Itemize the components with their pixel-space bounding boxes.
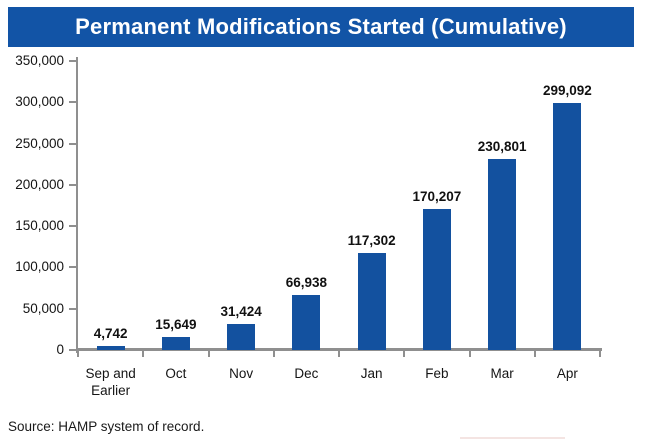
y-axis-label: 250,000: [15, 135, 64, 151]
x-tick: [272, 349, 275, 357]
y-tick: [69, 60, 78, 62]
x-tick: [207, 349, 210, 357]
y-axis-label: 200,000: [15, 176, 64, 192]
bar-jan: [357, 253, 386, 350]
bar-value-label: 170,207: [412, 189, 462, 204]
y-tick: [69, 349, 78, 351]
bar-mar: [488, 159, 517, 350]
y-tick: [69, 225, 78, 228]
x-tick: [142, 349, 145, 357]
bar-sep-and-earlier: [96, 346, 125, 350]
chart-title-banner: Permanent Modifications Started (Cumulat…: [8, 7, 634, 47]
bar-oct: [161, 337, 190, 350]
y-tick: [69, 183, 78, 186]
category-label: Dec: [294, 366, 319, 381]
category-label: Mar: [490, 366, 514, 381]
source-note: Source: HAMP system of record.: [8, 419, 205, 434]
x-tick: [77, 349, 79, 357]
y-tick: [69, 266, 78, 269]
x-tick: [468, 349, 471, 357]
bar-nov: [227, 324, 256, 350]
bar-value-label: 299,092: [542, 83, 592, 98]
x-tick: [599, 349, 601, 357]
x-tick: [533, 349, 536, 357]
y-axis-label: 350,000: [15, 53, 64, 68]
y-axis-label: 0: [56, 342, 64, 357]
x-tick: [403, 349, 406, 357]
y-axis-label: 100,000: [15, 259, 64, 275]
category-label: Oct: [165, 366, 187, 381]
bar-value-label: 15,649: [155, 317, 197, 332]
y-axis-line: [76, 57, 78, 353]
bar-value-label: 66,938: [285, 275, 328, 290]
category-label: Feb: [425, 366, 449, 381]
y-axis-label: 300,000: [15, 94, 64, 110]
bar-value-label: 230,801: [477, 139, 527, 154]
y-axis-label: 50,000: [22, 300, 64, 316]
bar-dec: [292, 295, 321, 350]
category-label: Jan: [360, 366, 383, 381]
y-tick: [69, 101, 78, 104]
y-axis-label: 150,000: [15, 218, 64, 234]
category-label: Sep and Earlier: [85, 366, 136, 398]
bar-apr: [553, 103, 582, 350]
bar-feb: [422, 209, 451, 350]
cropped-edge-artifact: [460, 437, 565, 439]
category-label: Nov: [229, 366, 254, 381]
category-label: Apr: [556, 366, 578, 381]
x-tick: [338, 349, 340, 357]
bar-value-label: 4,742: [93, 326, 128, 341]
y-tick: [69, 307, 78, 310]
y-tick: [69, 142, 78, 145]
bar-value-label: 117,302: [347, 233, 396, 248]
bar-value-label: 31,424: [220, 304, 262, 319]
